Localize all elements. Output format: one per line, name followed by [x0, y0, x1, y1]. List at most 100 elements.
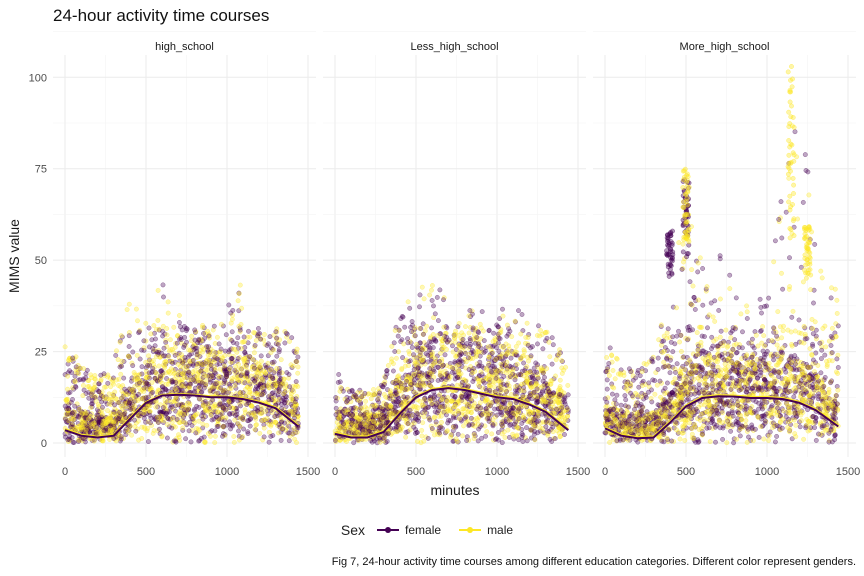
point-male — [259, 385, 265, 391]
point-female — [772, 439, 778, 445]
point-female — [510, 412, 516, 418]
point-female — [549, 361, 555, 367]
point-female — [488, 403, 494, 409]
point-female — [528, 353, 534, 359]
point-female — [550, 342, 556, 348]
point-male — [411, 371, 417, 377]
point-female — [289, 365, 295, 371]
point-female — [399, 313, 405, 319]
point-female — [229, 329, 235, 335]
point-female — [411, 352, 416, 358]
point-male — [251, 330, 257, 336]
point-female — [252, 378, 258, 384]
point-male — [398, 427, 404, 433]
point-female — [235, 356, 241, 361]
point-male — [389, 393, 395, 399]
point-female — [192, 337, 198, 343]
point-female — [383, 401, 389, 407]
point-female — [467, 338, 473, 343]
x-tick-label: 0 — [62, 466, 68, 478]
point-female — [362, 390, 368, 396]
point-female — [604, 377, 610, 383]
point-male — [265, 360, 271, 366]
point-male — [247, 410, 253, 416]
point-female — [226, 302, 232, 308]
point-female — [410, 412, 416, 418]
point-female — [179, 387, 185, 393]
point-male — [429, 371, 434, 377]
point-male — [86, 416, 91, 422]
point-male — [418, 440, 424, 446]
point-male — [550, 429, 556, 435]
point-female — [192, 327, 198, 333]
point-male — [411, 404, 417, 410]
point-female — [409, 345, 415, 350]
point-male — [512, 318, 518, 324]
point-female — [173, 439, 179, 445]
point-male — [463, 406, 469, 412]
point-female — [380, 415, 386, 420]
point-female — [161, 294, 166, 300]
point-male — [507, 401, 513, 407]
point-female — [519, 420, 525, 426]
point-male — [100, 422, 106, 428]
point-male — [212, 433, 218, 439]
point-female — [251, 365, 257, 371]
point-male — [153, 354, 159, 360]
point-female — [229, 422, 235, 428]
point-male — [202, 440, 208, 446]
point-female — [194, 352, 200, 358]
point-male — [194, 374, 200, 380]
point-male — [525, 334, 531, 340]
point-female — [477, 363, 482, 369]
point-male — [260, 376, 266, 382]
point-male — [498, 329, 504, 335]
point-male — [153, 326, 159, 332]
point-male — [544, 366, 550, 372]
point-female — [167, 395, 172, 401]
point-male — [267, 429, 272, 435]
point-female — [186, 428, 192, 434]
point-female — [557, 392, 563, 397]
point-female — [264, 342, 270, 348]
point-male — [532, 437, 538, 443]
point-female — [384, 371, 390, 377]
point-male — [477, 321, 483, 327]
point-male — [171, 399, 177, 404]
point-male — [527, 419, 533, 425]
point-female — [467, 344, 473, 349]
point-male — [124, 307, 130, 313]
point-male — [557, 412, 563, 418]
point-male — [284, 334, 290, 340]
point-male — [483, 375, 489, 381]
point-male — [493, 357, 499, 362]
point-male — [557, 377, 563, 383]
point-female — [163, 339, 169, 345]
point-female — [780, 286, 786, 292]
point-female — [403, 429, 409, 435]
point-male — [229, 316, 235, 322]
point-male — [431, 414, 437, 420]
point-female — [184, 339, 189, 345]
point-female — [427, 417, 433, 423]
point-male — [421, 382, 427, 388]
point-female — [475, 341, 481, 347]
point-male — [176, 410, 182, 416]
point-male — [503, 406, 509, 412]
point-female — [333, 405, 339, 411]
point-female — [429, 325, 435, 331]
point-female — [265, 353, 271, 359]
point-female — [516, 416, 522, 422]
x-tick-label: 500 — [137, 466, 155, 478]
point-male — [364, 406, 370, 412]
point-male — [390, 361, 396, 367]
point-male — [107, 428, 113, 434]
point-female — [295, 354, 301, 360]
point-male — [239, 305, 245, 311]
point-male — [187, 401, 193, 407]
point-male — [186, 347, 192, 353]
point-female — [530, 373, 535, 379]
point-female — [112, 402, 118, 408]
point-female — [258, 353, 264, 359]
